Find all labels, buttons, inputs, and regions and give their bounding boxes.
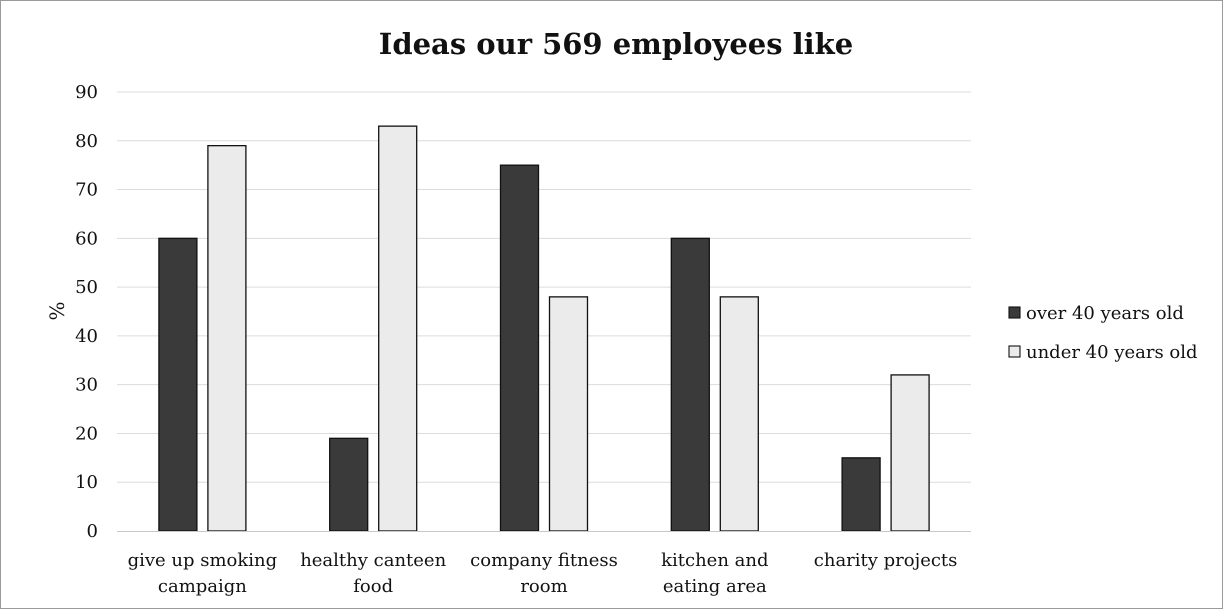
y-tick-label: 30 (75, 375, 98, 396)
x-category-label-line: kitchen and (661, 550, 768, 571)
gridlines (117, 91, 971, 483)
legend: over 40 years old under 40 years old (1008, 303, 1198, 363)
y-axis-tick-labels: 0 10 20 30 40 50 60 70 80 90 (75, 82, 98, 542)
y-tick-label: 0 (87, 521, 98, 542)
x-axis-category-labels: give up smoking campaign healthy canteen fo… (128, 550, 958, 597)
x-category-label-line: eating area (663, 576, 767, 597)
x-category-label: healthy canteen food (300, 550, 446, 597)
y-tick-label: 90 (75, 82, 98, 103)
bar-over-40 (841, 457, 881, 532)
bar-under-40 (890, 374, 930, 532)
bar-under-40 (378, 125, 418, 532)
x-category-label: charity projects (814, 550, 958, 571)
bar-over-40 (499, 164, 540, 532)
y-tick-label: 70 (75, 180, 98, 201)
x-category-label-line: healthy canteen (300, 550, 446, 571)
chart-title: Ideas our 569 employees like (379, 27, 853, 61)
y-tick-label: 10 (75, 472, 98, 493)
bar-over-40 (158, 237, 198, 532)
y-tick-label: 50 (75, 277, 98, 298)
x-category-label-line: charity projects (814, 550, 958, 571)
x-category-label-line: campaign (158, 576, 247, 597)
x-category-label: company fitness room (470, 550, 618, 597)
bar-under-40 (207, 145, 247, 532)
legend-swatch (1008, 345, 1021, 358)
y-tick-label: 20 (75, 423, 98, 444)
bars (158, 125, 930, 532)
x-category-label-line: give up smoking (128, 550, 278, 571)
y-axis-label: % (45, 301, 69, 320)
legend-label: under 40 years old (1026, 342, 1198, 363)
y-tick-label: 80 (75, 131, 98, 152)
legend-label: over 40 years old (1026, 303, 1184, 324)
x-category-label-line: company fitness (470, 550, 618, 571)
x-category-label: kitchen and eating area (661, 550, 768, 597)
x-category-label-line: room (520, 576, 567, 597)
bar-under-40 (719, 296, 759, 532)
bar-over-40 (329, 437, 369, 532)
y-tick-label: 60 (75, 228, 98, 249)
y-tick-label: 40 (75, 326, 98, 347)
x-category-label: give up smoking campaign (128, 550, 278, 597)
bar-under-40 (548, 296, 589, 532)
bar-over-40 (670, 237, 710, 532)
legend-swatch (1008, 306, 1021, 319)
x-category-label-line: food (353, 576, 393, 597)
